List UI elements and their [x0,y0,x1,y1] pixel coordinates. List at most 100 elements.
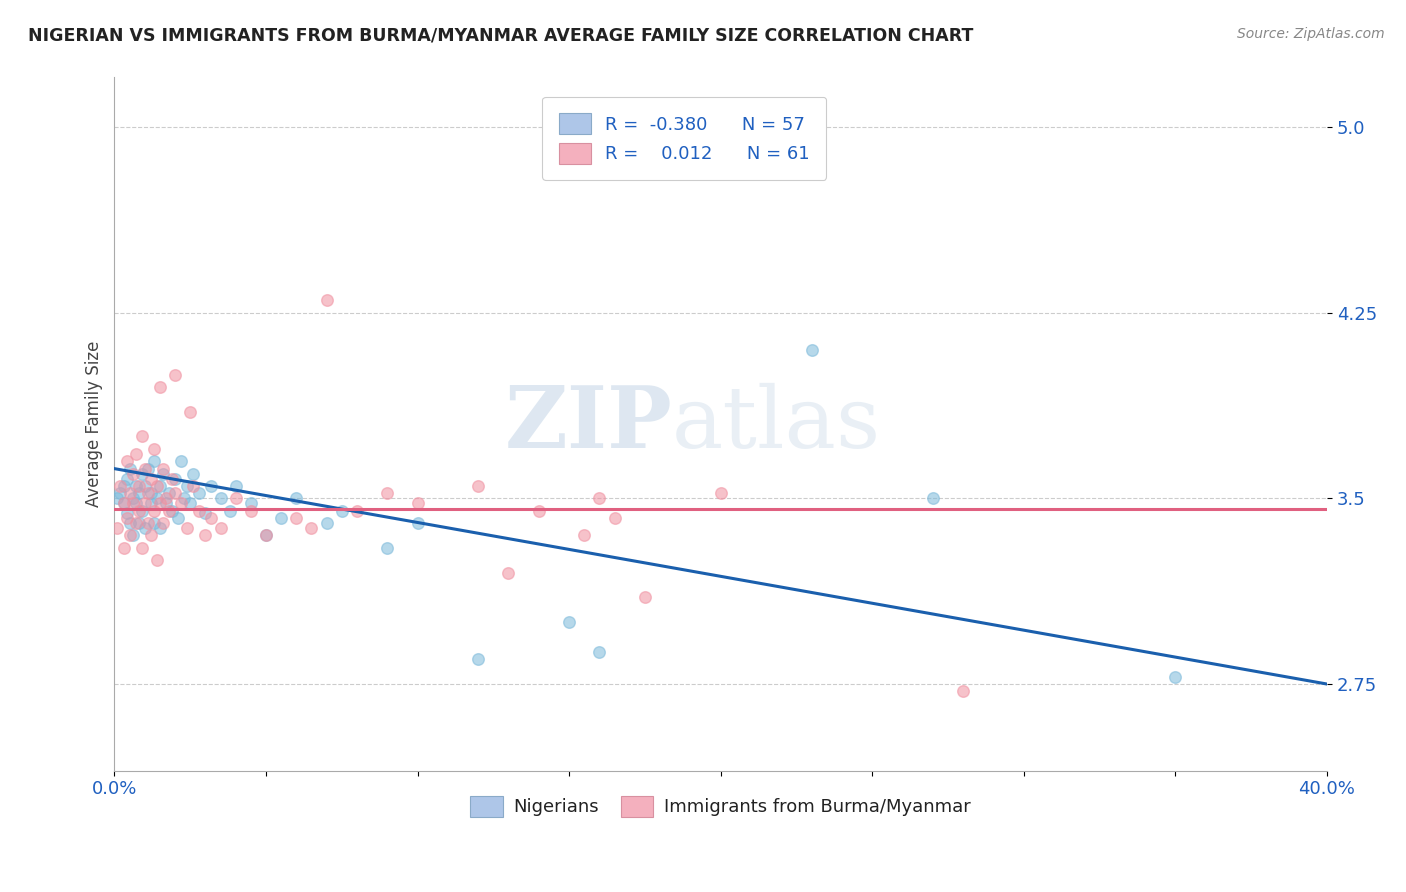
Point [254,528,277,542]
Point [176,479,198,493]
Point [1164,670,1187,684]
Point [200,479,222,493]
Point [160,471,183,485]
Point [112,479,135,493]
Point [134,479,156,493]
Point [574,528,596,542]
Point [112,496,135,510]
Point [136,486,159,500]
Point [558,615,581,629]
Point [239,496,262,510]
Point [136,461,159,475]
Text: ZIP: ZIP [505,382,672,466]
Point [149,521,172,535]
Point [209,491,232,506]
Point [128,479,150,493]
Point [118,461,141,475]
Point [346,504,368,518]
Point [149,380,172,394]
Point [285,511,308,525]
Point [588,491,610,506]
Point [128,504,150,518]
Point [131,429,153,443]
Point [467,652,489,666]
Point [922,491,945,506]
Point [270,511,292,525]
Point [170,454,193,468]
Point [136,516,159,530]
Point [118,528,141,542]
Point [179,496,201,510]
Point [112,496,135,510]
Point [375,486,398,500]
Point [146,479,169,493]
Point [142,442,165,456]
Point [115,506,138,520]
Point [139,471,162,485]
Point [121,491,143,506]
Point [115,471,138,485]
Point [152,461,174,475]
Point [209,521,232,535]
Point [194,506,217,520]
Point [603,511,626,525]
Point [115,454,138,468]
Point [131,504,153,518]
Y-axis label: Average Family Size: Average Family Size [86,341,103,508]
Point [155,496,177,510]
Point [155,491,177,506]
Point [406,516,429,530]
Point [285,491,308,506]
Text: atlas: atlas [672,383,882,466]
Text: Source: ZipAtlas.com: Source: ZipAtlas.com [1237,27,1385,41]
Point [634,591,657,605]
Point [112,541,135,555]
Point [163,471,186,485]
Point [710,486,733,500]
Point [142,516,165,530]
Point [124,479,146,493]
Point [139,486,162,500]
Point [194,528,217,542]
Point [115,511,138,525]
Point [176,521,198,535]
Point [163,486,186,500]
Point [110,486,132,500]
Point [498,566,520,580]
Point [157,504,180,518]
Point [121,467,143,481]
Point [134,521,156,535]
Point [152,467,174,481]
Point [149,479,172,493]
Point [121,496,143,510]
Point [200,511,222,525]
Legend: Nigerians, Immigrants from Burma/Myanmar: Nigerians, Immigrants from Burma/Myanmar [463,789,979,824]
Point [121,528,143,542]
Point [188,486,211,500]
Point [124,516,146,530]
Point [952,684,974,698]
Point [375,541,398,555]
Point [188,504,211,518]
Point [225,491,247,506]
Point [118,486,141,500]
Point [315,293,337,308]
Point [139,496,162,510]
Point [179,405,201,419]
Point [315,516,337,530]
Point [467,479,489,493]
Point [128,486,150,500]
Point [118,516,141,530]
Point [173,491,195,506]
Point [134,496,156,510]
Point [406,496,429,510]
Point [139,528,162,542]
Point [152,516,174,530]
Point [107,491,129,506]
Point [124,447,146,461]
Point [301,521,323,535]
Point [800,343,823,357]
Point [128,516,150,530]
Point [131,467,153,481]
Point [160,504,183,518]
